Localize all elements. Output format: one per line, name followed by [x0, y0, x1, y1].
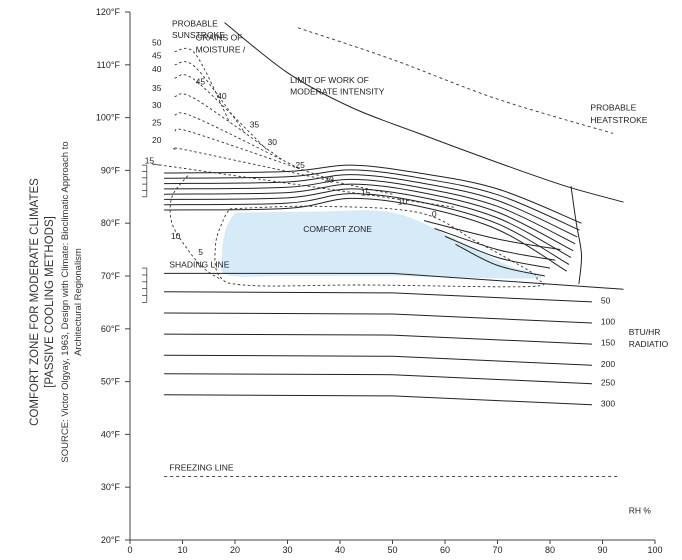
radiation-value-label: 100	[601, 317, 615, 327]
radiation-line	[164, 291, 593, 303]
moisture-label: 40	[217, 91, 227, 101]
moisture-label: 50	[152, 37, 162, 47]
wind-speed-curve	[444, 235, 551, 269]
x-tick-label: 90	[597, 545, 607, 555]
freezing-line-label: FREEZING LINE	[169, 462, 234, 472]
wind-speed-curve	[164, 183, 574, 252]
radiation-line	[164, 373, 593, 385]
wind-speed-curve	[455, 243, 545, 277]
moisture-line	[151, 163, 456, 208]
moisture-title-line-1: GRAINS OF	[196, 33, 243, 43]
moisture-label: 40	[152, 64, 162, 74]
chart-source-line-2: Architectural Regionalism	[73, 248, 84, 356]
radiation-line	[164, 333, 593, 345]
x-tick-label: 50	[387, 545, 397, 555]
wind-dotted-boundary	[169, 175, 220, 279]
moisture-line	[174, 93, 283, 161]
radiation-value-label: 150	[601, 338, 615, 348]
moisture-label: 20	[324, 175, 334, 185]
radiation-value-label: 250	[601, 377, 615, 387]
x-tick-label: 60	[440, 545, 450, 555]
moisture-label: 45	[152, 50, 162, 60]
x-tick-label: 70	[492, 545, 502, 555]
y-tick-label: 100°F	[96, 113, 121, 123]
y-tick-label: 90°F	[101, 165, 121, 175]
x-tick-label: 100	[647, 545, 662, 555]
heatstroke-label-line-2: HEATSTROKE	[590, 115, 647, 125]
wind-speed-curve	[164, 197, 568, 272]
moisture-line	[174, 61, 246, 134]
wind-speed-curve	[164, 164, 582, 224]
moisture-label: 15	[145, 156, 155, 166]
y-tick-label: 80°F	[101, 218, 121, 228]
wind-speed-curve	[164, 188, 572, 258]
radiation-label-line-2: RADIATIO	[629, 339, 669, 349]
moisture-label: 30	[152, 100, 162, 110]
wind-speed-curve	[164, 174, 578, 238]
x-axis-label: RH %	[629, 506, 652, 516]
moisture-label: 30	[268, 137, 278, 147]
radiation-line	[164, 354, 593, 366]
x-tick-label: 40	[335, 545, 345, 555]
x-tick-label: 20	[230, 545, 240, 555]
radiation-line	[164, 394, 593, 406]
chart-subtitle: [PASSIVE COOLING METHODS]	[44, 216, 56, 388]
radiation-line	[164, 312, 593, 324]
wind-speed-curve	[423, 220, 561, 251]
comfort-zone-label: COMFORT ZONE	[303, 224, 372, 234]
y-tick-label: 110°F	[97, 60, 121, 70]
work-limit-label-line-2: MODERATE INTENSITY	[290, 86, 385, 96]
sunstroke-label-line-2: SUNSTROKE	[172, 30, 225, 40]
moisture-label: 20	[152, 135, 162, 145]
moisture-label: 35	[250, 120, 260, 130]
moisture-title-line-2: MOISTURE /	[196, 45, 246, 55]
wind-speed-boundary	[570, 186, 583, 284]
y-tick-label: 120°F	[96, 7, 121, 17]
moisture-label: 25	[295, 160, 305, 170]
wind-speed-curve	[164, 193, 570, 265]
y-tick-label: 50°F	[101, 377, 121, 387]
comfort-zone-area	[220, 210, 543, 279]
x-tick-label: 0	[127, 545, 132, 555]
y-tick-label: 20°F	[101, 535, 121, 545]
moisture-label: 35	[152, 83, 162, 93]
shading-line-label: SHADING LINE	[169, 260, 229, 270]
y-tick-label: 60°F	[101, 324, 121, 334]
comfort-dotted-boundary	[214, 205, 545, 288]
chart-title: COMFORT ZONE FOR MODERATE CLIMATES	[29, 178, 41, 426]
moisture-line	[172, 147, 393, 195]
sunstroke-label-line-1: PROBABLE	[172, 18, 218, 28]
wind-speed-curve	[434, 228, 556, 261]
moisture-label: 15	[361, 188, 371, 198]
radiation-value-label: 300	[601, 398, 615, 408]
wind-speed-curve	[164, 178, 576, 245]
radiation-value-label: 200	[601, 359, 615, 369]
moisture-line	[174, 74, 267, 150]
moisture-label: 45	[196, 76, 206, 86]
y-tick-label: 30°F	[101, 482, 121, 492]
sunstroke-line	[224, 22, 624, 203]
y-tick-label: 40°F	[101, 429, 121, 439]
moisture-line	[174, 128, 335, 182]
work-limit-label-line-1: LIMIT OF WORK OF	[290, 75, 369, 85]
wind-speed-curve	[164, 169, 580, 231]
chart-source-line-1: SOURCE: Victor Olgyay, 1963, Design with…	[60, 141, 71, 462]
x-tick-label: 10	[177, 545, 187, 555]
shading-line	[164, 272, 624, 290]
moisture-label: 5	[198, 247, 203, 257]
heatstroke-label-line-1: PROBABLE	[590, 103, 636, 113]
radiation-label-line-1: BTU/HR	[629, 327, 661, 337]
radiation-value-label: 50	[601, 295, 611, 305]
moisture-label: 25	[152, 118, 162, 128]
moisture-label: 0	[432, 209, 437, 219]
moisture-label: 10	[171, 231, 181, 241]
moisture-label: 10	[398, 197, 408, 207]
x-tick-label: 30	[282, 545, 292, 555]
y-tick-label: 70°F	[101, 271, 121, 281]
x-tick-label: 80	[545, 545, 555, 555]
moisture-line	[174, 112, 304, 171]
moisture-line	[174, 47, 231, 124]
